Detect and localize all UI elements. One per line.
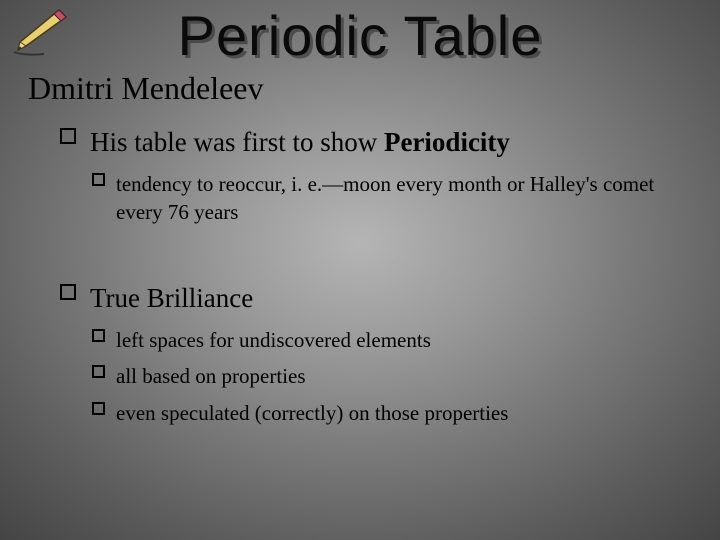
bullet-bold: Periodicity xyxy=(384,127,510,157)
title-container: Periodic Table Periodic Table xyxy=(28,8,692,64)
square-bullet-icon xyxy=(92,365,105,378)
bullet-level2: even speculated (correctly) on those pro… xyxy=(92,399,692,427)
bullet-level2: tendency to reoccur, i. e.—moon every mo… xyxy=(92,170,692,227)
bullet-level2: all based on properties xyxy=(92,362,692,390)
slide: Periodic Table Periodic Table Dmitri Men… xyxy=(0,0,720,540)
bullet-text: left spaces for undiscovered elements xyxy=(116,328,431,352)
square-bullet-icon xyxy=(92,329,105,342)
content-area: His table was first to show Periodicity … xyxy=(28,125,692,427)
square-bullet-icon xyxy=(92,402,105,415)
bullet-text: even speculated (correctly) on those pro… xyxy=(116,401,508,425)
bullet-level1: True Brilliance xyxy=(60,281,692,316)
square-bullet-icon xyxy=(60,128,76,144)
bullet-level2: left spaces for undiscovered elements xyxy=(92,326,692,354)
pencil-icon xyxy=(4,4,74,64)
square-bullet-icon xyxy=(92,173,105,186)
bullet-text: all based on properties xyxy=(116,364,306,388)
bullet-level1: His table was first to show Periodicity xyxy=(60,125,692,160)
page-title: Periodic Table xyxy=(178,4,543,67)
square-bullet-icon xyxy=(60,284,76,300)
subtitle: Dmitri Mendeleev xyxy=(28,70,692,107)
bullet-text: tendency to reoccur, i. e.—moon every mo… xyxy=(116,172,654,224)
bullet-text: True Brilliance xyxy=(90,283,253,313)
bullet-text: His table was first to show xyxy=(90,127,384,157)
